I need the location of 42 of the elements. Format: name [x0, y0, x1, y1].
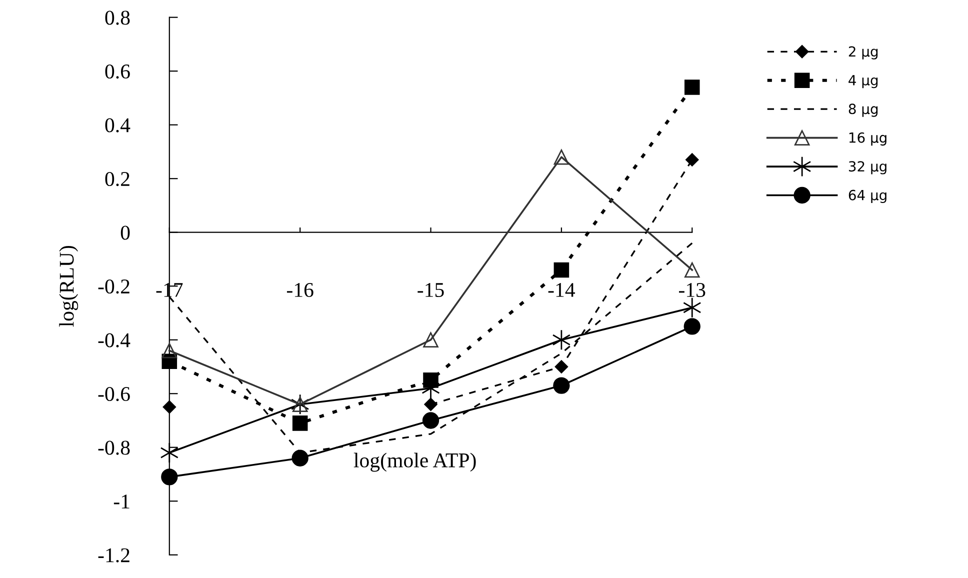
- legend-label: 32 µg: [848, 161, 886, 174]
- y-tick-label: 0.8: [105, 10, 130, 25]
- y-tick-label: 0: [120, 226, 130, 240]
- point: [423, 332, 438, 348]
- y-tick-label: -0.8: [98, 440, 130, 455]
- point: [686, 153, 699, 166]
- y-tick-label: 0.4: [105, 118, 130, 132]
- point: [552, 329, 571, 350]
- point: [422, 412, 440, 429]
- x-tick-label: -15: [418, 283, 444, 298]
- point: [292, 416, 308, 431]
- legend-label: 8 µg: [848, 104, 878, 117]
- point: [684, 80, 700, 95]
- x-tick-label: -16: [286, 283, 314, 298]
- y-tick-label: -1.2: [98, 548, 130, 562]
- point: [554, 360, 568, 374]
- point: [554, 262, 570, 278]
- y-tick-label: 0.6: [105, 64, 130, 79]
- point: [684, 318, 700, 335]
- point: [553, 377, 570, 394]
- point: [684, 262, 700, 278]
- point: [162, 342, 178, 358]
- point: [292, 450, 308, 466]
- point: [162, 400, 176, 414]
- x-axis-title: log(mole ATP): [354, 452, 476, 472]
- y-tick-label: -0.4: [98, 333, 130, 348]
- point: [424, 398, 438, 411]
- x-tick-label: -13: [679, 283, 706, 298]
- y-tick-label: -0.6: [98, 386, 130, 402]
- x-tick-label: -14: [548, 283, 575, 297]
- point: [160, 442, 179, 464]
- y-tick-label: -1: [114, 494, 130, 508]
- point: [554, 149, 570, 165]
- legend-label: 4 µg: [848, 75, 878, 88]
- legend-label: 2 µg: [848, 46, 878, 60]
- y-axis-title: log(RLU): [59, 246, 78, 327]
- y-tick-label: -0.2: [98, 279, 130, 294]
- point: [161, 468, 178, 486]
- legend-label: 16 µg: [849, 132, 886, 146]
- point: [683, 297, 702, 318]
- legend-label: 64 µg: [848, 190, 886, 204]
- y-tick-label: 0.2: [105, 172, 130, 186]
